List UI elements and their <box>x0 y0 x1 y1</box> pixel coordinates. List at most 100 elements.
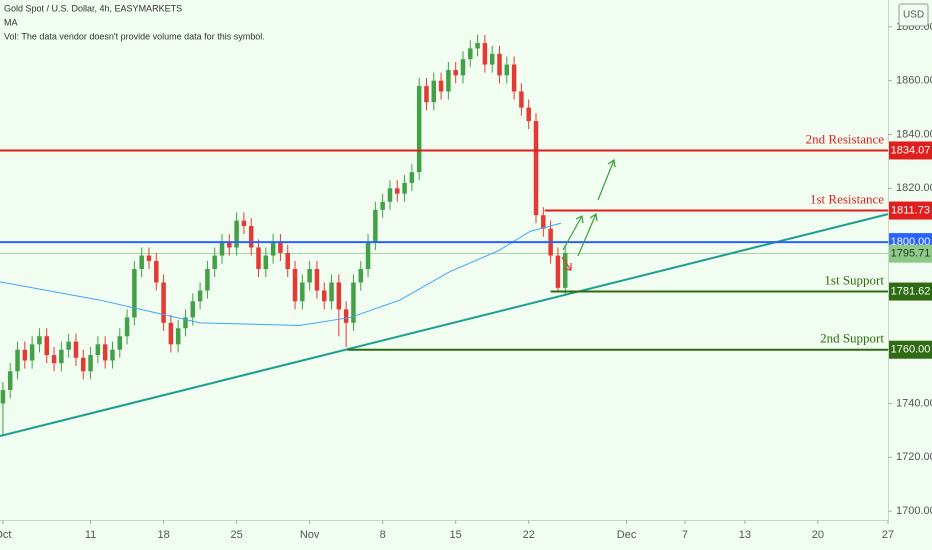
candle-body <box>380 201 385 210</box>
candle-body <box>66 341 71 350</box>
candle-body <box>205 269 210 291</box>
arrows <box>561 158 616 271</box>
candle-body <box>227 242 232 248</box>
candle-body <box>285 252 290 270</box>
candle-body <box>29 344 35 361</box>
candle-body <box>175 328 181 345</box>
chart-title: Gold Spot / U.S. Dollar, 4h, EASYMARKETS <box>4 3 182 13</box>
candle-body <box>95 344 101 356</box>
price-box-label: 1781.62 <box>891 285 931 297</box>
candle-body <box>365 242 371 270</box>
candle-body <box>526 107 531 122</box>
candle-body <box>190 301 196 318</box>
candle-body <box>329 282 334 302</box>
level-label: 1st Resistance <box>810 192 884 207</box>
candle-body <box>132 269 137 318</box>
candle-body <box>124 317 130 337</box>
candle-body <box>343 309 349 323</box>
candle-body <box>59 349 64 364</box>
x-tick-label: 27 <box>882 529 894 541</box>
candle-body <box>519 91 524 108</box>
candle-body <box>387 188 393 202</box>
candle-body <box>416 86 422 173</box>
price-box <box>889 282 932 301</box>
candle-body <box>482 43 488 65</box>
price-box <box>889 340 932 359</box>
candle-body <box>460 59 466 76</box>
candle-body <box>219 242 225 256</box>
y-tick-label: 1840.00 <box>896 128 932 140</box>
x-tick-label: Oct <box>0 529 11 541</box>
y-tick-label: 1820.00 <box>896 182 932 194</box>
price-box-label: 1795.71 <box>891 248 931 260</box>
candle-body <box>212 255 217 270</box>
level-label: 1st Support <box>824 273 884 288</box>
price-box <box>889 141 932 160</box>
candle-body <box>504 64 510 76</box>
candle-body <box>15 349 20 372</box>
candle-body <box>183 317 188 329</box>
candle-body <box>511 64 517 92</box>
candle-body <box>402 182 407 194</box>
candle-body <box>241 220 247 226</box>
candle-body <box>146 255 152 261</box>
candle-body <box>256 247 261 270</box>
candle-body <box>555 255 561 288</box>
x-tick-label: 11 <box>85 529 96 541</box>
currency-box[interactable] <box>898 3 929 27</box>
level-label: 2nd Support <box>820 331 884 346</box>
x-tick-label: 18 <box>157 529 169 541</box>
candle-body <box>197 290 203 302</box>
candle-body <box>409 172 415 183</box>
x-tick-label: 7 <box>682 529 688 541</box>
arrow <box>561 256 572 271</box>
candle-body <box>497 53 502 76</box>
arrow <box>577 212 598 257</box>
candle-body <box>358 269 363 283</box>
candle-body <box>475 43 480 49</box>
candle-body <box>314 269 320 291</box>
candle-body <box>44 336 49 356</box>
candle-body <box>81 357 86 372</box>
arrow <box>597 158 616 201</box>
candle-body <box>102 344 108 361</box>
candle-body <box>373 209 378 243</box>
candle-body <box>292 269 298 302</box>
x-tick-label: 20 <box>812 529 824 541</box>
price-box <box>889 244 932 263</box>
candle-body <box>321 290 327 302</box>
x-tick-label: 22 <box>523 529 535 541</box>
candle-body <box>307 269 312 283</box>
candle-body <box>263 255 269 270</box>
x-tick-label: Dec <box>617 529 637 541</box>
candle-body <box>270 242 276 256</box>
candle-body <box>73 341 79 358</box>
candle-body <box>154 260 159 283</box>
candle-body <box>110 349 115 361</box>
x-tick-label: 8 <box>380 529 386 541</box>
level-label: 2nd Resistance <box>806 131 885 146</box>
volume-note: Vol: The data vendor doesn't provide vol… <box>4 31 265 41</box>
candle-body <box>278 242 283 253</box>
currency: USD <box>903 10 924 21</box>
candle-body <box>0 390 6 404</box>
candle-body <box>234 220 239 248</box>
arrow <box>562 215 584 251</box>
x-tick-label: Nov <box>300 529 320 541</box>
x-tick-label: 13 <box>739 529 751 541</box>
candle-body <box>161 282 166 323</box>
y-tick-label: 1720.00 <box>896 451 932 463</box>
price-box-label: 1760.00 <box>891 344 931 356</box>
candle-body <box>424 86 429 103</box>
x-tick-label: 15 <box>450 529 462 541</box>
candle-body <box>351 282 356 323</box>
candle-body <box>22 349 28 361</box>
candle-body <box>431 80 437 103</box>
moving-average <box>0 222 561 327</box>
y-tick-label: 1700.00 <box>896 505 932 517</box>
candle-body <box>139 255 144 270</box>
price-box-label: 1811.73 <box>891 204 930 216</box>
candle-body <box>248 225 254 248</box>
